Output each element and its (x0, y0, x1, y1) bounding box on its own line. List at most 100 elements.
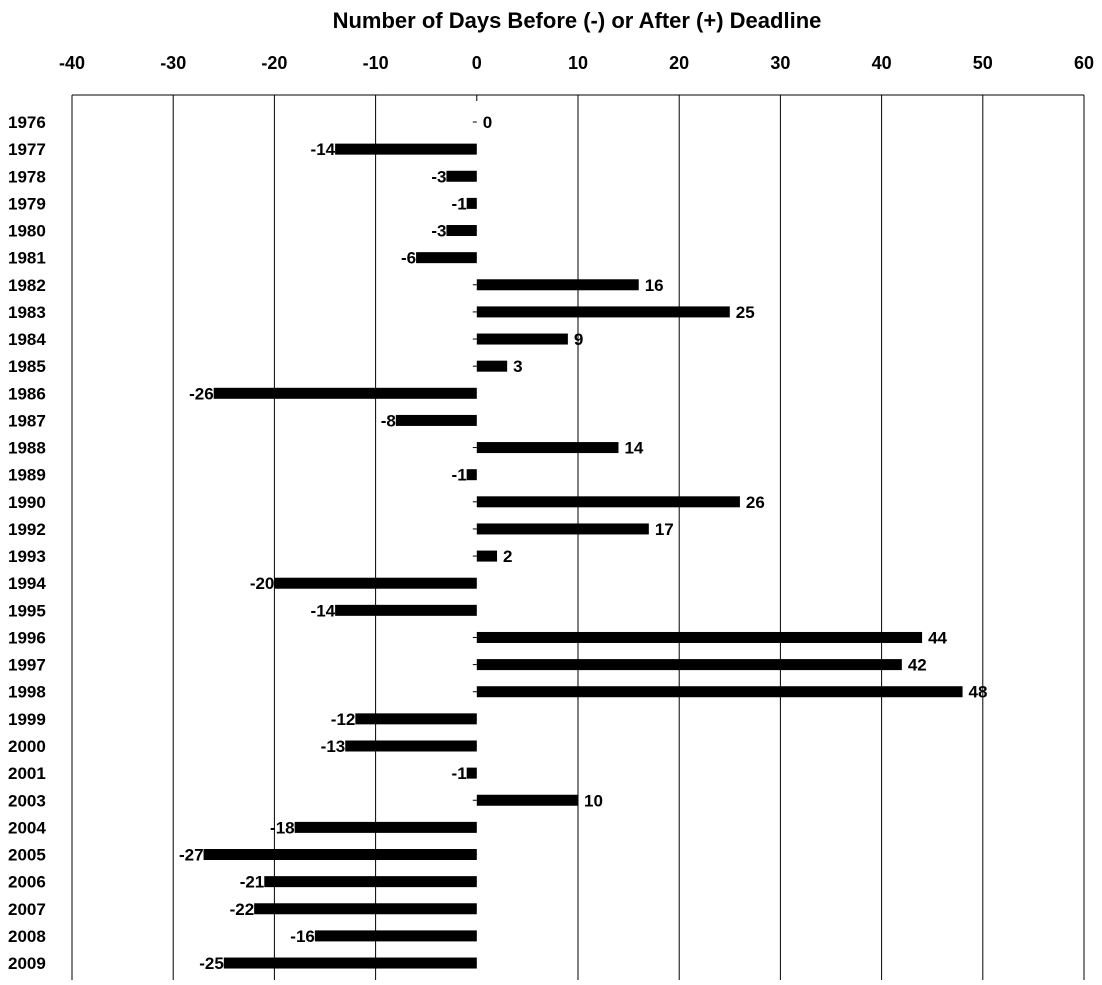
bar (476, 659, 902, 671)
x-axis-ticks: -40 -30 -20 -10 0 10 20 30 40 50 60 (59, 53, 1094, 73)
bar (476, 550, 498, 562)
bar (476, 333, 568, 345)
bar (264, 876, 477, 888)
category-label: 2000 (8, 737, 46, 756)
category-label: 1988 (8, 439, 46, 458)
category-label: 1995 (8, 601, 46, 620)
bar (335, 143, 477, 155)
category-label: 1977 (8, 140, 46, 159)
bar (466, 469, 477, 481)
bar (446, 225, 477, 237)
category-label: 1997 (8, 656, 46, 675)
category-label: 1978 (8, 167, 46, 186)
category-label: 1994 (8, 574, 46, 593)
bar (213, 387, 477, 399)
category-label: 1985 (8, 357, 46, 376)
chart-title: Number of Days Before (-) or After (+) D… (333, 8, 822, 33)
bar (466, 197, 477, 209)
bar (395, 414, 477, 426)
category-label: 1983 (8, 303, 46, 322)
data-label: -8 (381, 411, 396, 430)
bar (223, 957, 477, 969)
bar (476, 631, 923, 643)
bar (416, 252, 477, 264)
grid-layer (71, 94, 1085, 980)
category-label: 1982 (8, 276, 46, 295)
bar (254, 903, 477, 915)
bar (314, 930, 477, 942)
bar (446, 170, 477, 182)
bar (355, 713, 477, 725)
category-label: 1979 (8, 194, 46, 213)
bar (203, 849, 477, 861)
category-label: 2005 (8, 846, 46, 865)
data-label: 10 (584, 791, 603, 810)
data-label: 48 (969, 683, 988, 702)
data-label: 14 (624, 439, 643, 458)
data-label: -1 (452, 194, 467, 213)
data-label: -14 (311, 601, 336, 620)
data-label: -3 (431, 222, 446, 241)
data-label: 26 (746, 493, 765, 512)
x-tick-label: -20 (261, 53, 287, 73)
category-label: 1992 (8, 520, 46, 539)
data-label: 3 (513, 357, 522, 376)
category-label: 1993 (8, 547, 46, 566)
bar (335, 604, 477, 616)
bar (476, 306, 730, 318)
category-label: 1990 (8, 493, 46, 512)
data-label: 25 (736, 303, 755, 322)
bar (476, 442, 619, 454)
bar (476, 523, 649, 535)
category-label: 2001 (8, 764, 46, 783)
data-label: 16 (645, 276, 664, 295)
data-label: -13 (321, 737, 346, 756)
category-label: 2006 (8, 873, 46, 892)
bar (476, 686, 963, 698)
data-label: -22 (230, 900, 255, 919)
category-label: 1981 (8, 249, 46, 268)
x-tick-label: 60 (1074, 53, 1094, 73)
bar (345, 740, 477, 752)
x-tick-label: -30 (160, 53, 186, 73)
category-label: 2008 (8, 927, 46, 946)
data-label: 44 (928, 628, 947, 647)
x-tick-label: 10 (568, 53, 588, 73)
category-label: 2003 (8, 791, 46, 810)
category-label: 2007 (8, 900, 46, 919)
y-axis-categories: 1976 1977 1978 1979 1980 1981 1982 1983 1984 1985… (8, 113, 46, 973)
x-tick-label: 30 (770, 53, 790, 73)
data-label: -12 (331, 710, 356, 729)
data-label: -26 (189, 384, 214, 403)
category-label: 1999 (8, 710, 46, 729)
bar (294, 821, 477, 833)
data-label: 17 (655, 520, 674, 539)
data-label: -1 (452, 466, 467, 485)
x-tick-label: 0 (472, 53, 482, 73)
x-tick-label: 20 (669, 53, 689, 73)
category-label: 1996 (8, 628, 46, 647)
data-label: -25 (199, 954, 224, 973)
data-label: 2 (503, 547, 512, 566)
data-label: -14 (311, 140, 336, 159)
category-label: 1980 (8, 222, 46, 241)
data-labels: 0-14-3-1-3-6162593-26-814-126172-20-1444… (179, 113, 988, 973)
bar (476, 496, 740, 508)
data-label: 42 (908, 656, 927, 675)
data-label: -18 (270, 818, 295, 837)
category-label: 1984 (8, 330, 46, 349)
data-label: -6 (401, 249, 416, 268)
data-label: 9 (574, 330, 583, 349)
data-label: -27 (179, 846, 204, 865)
bar (476, 279, 639, 291)
data-label: -20 (250, 574, 275, 593)
category-label: 1987 (8, 411, 46, 430)
bars (203, 143, 963, 969)
bar (476, 360, 508, 372)
data-label: -21 (240, 873, 265, 892)
category-label: 1976 (8, 113, 46, 132)
bar (476, 794, 578, 806)
x-tick-label: -40 (59, 53, 85, 73)
category-label: 1998 (8, 683, 46, 702)
